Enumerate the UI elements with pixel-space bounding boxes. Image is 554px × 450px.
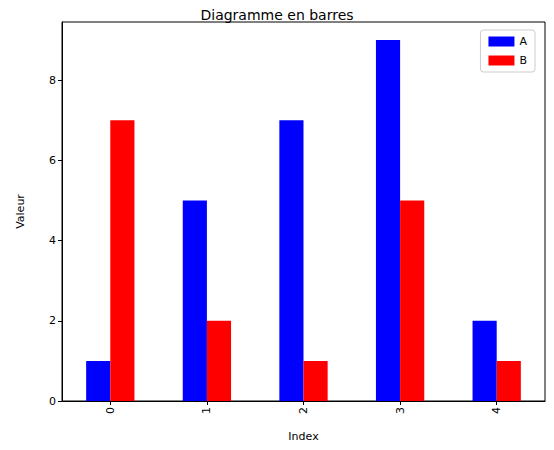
svg-text:0: 0 xyxy=(49,395,56,408)
svg-text:4: 4 xyxy=(490,407,503,414)
svg-text:1: 1 xyxy=(200,407,213,414)
svg-text:2: 2 xyxy=(297,407,310,414)
svg-text:Valeur: Valeur xyxy=(14,194,27,229)
svg-text:Index: Index xyxy=(288,430,319,443)
svg-text:2: 2 xyxy=(49,314,56,327)
svg-text:6: 6 xyxy=(49,154,56,167)
svg-text:4: 4 xyxy=(49,234,56,247)
svg-text:A: A xyxy=(519,35,527,48)
svg-text:0: 0 xyxy=(104,407,117,414)
svg-text:B: B xyxy=(519,54,527,67)
svg-text:3: 3 xyxy=(394,407,407,414)
svg-text:8: 8 xyxy=(49,74,56,87)
svg-text:Diagramme en barres: Diagramme en barres xyxy=(200,7,353,23)
